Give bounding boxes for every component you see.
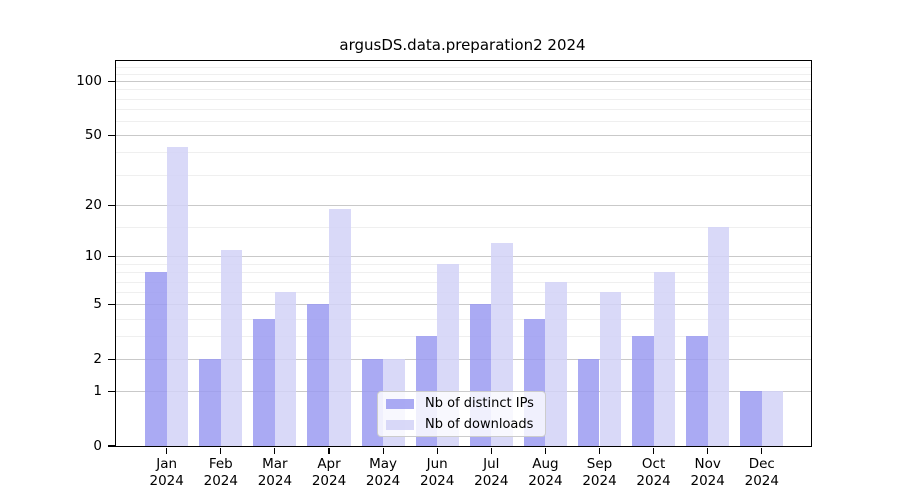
x-tick-mark <box>598 447 601 454</box>
gridline-minor <box>116 66 811 68</box>
x-tick-mark <box>166 447 168 454</box>
legend-swatch-downloads <box>386 419 414 430</box>
y-tick-mark <box>107 390 115 392</box>
x-tick-mark <box>761 447 763 454</box>
y-tick-label: 20 <box>84 197 102 214</box>
gridline-major <box>116 81 811 83</box>
y-tick-label: 100 <box>76 73 102 90</box>
gridline-minor <box>116 109 811 111</box>
x-tick-mark <box>544 447 546 454</box>
x-tick-label: Jun 2024 <box>420 456 455 489</box>
x-tick-mark <box>490 447 492 454</box>
plot-area: 100 50 20 10 5 2 1 0 Jan 2024 Feb 2024 Mar 2024 Apr… <box>76 60 812 489</box>
gridline-minor <box>116 226 811 228</box>
bar-distinct-ips <box>199 359 221 446</box>
bar-distinct-ips <box>740 391 762 446</box>
gridline-minor <box>116 98 811 100</box>
gridline-minor <box>116 89 811 91</box>
legend: Nb of distinct IPs Nb of downloads <box>377 391 546 437</box>
bar-distinct-ips <box>253 318 275 446</box>
gridline-minor <box>116 272 811 274</box>
x-tick-mark <box>220 447 222 454</box>
y-tick-label: 2 <box>93 351 102 368</box>
gridline-major <box>116 359 811 361</box>
y-tick-mark <box>107 134 115 136</box>
y-tick-label: 10 <box>84 248 102 265</box>
bar-distinct-ips <box>307 304 329 446</box>
bar-downloads <box>653 272 676 446</box>
gridline-major <box>116 205 811 207</box>
x-tick-label: Jan 2024 <box>149 456 184 489</box>
gridline-minor <box>116 121 811 123</box>
x-tick-label: Aug 2024 <box>528 456 563 489</box>
legend-swatch-distinct-ips <box>386 398 414 409</box>
bar-distinct-ips <box>632 336 654 446</box>
x-tick-label: Mar 2024 <box>257 456 293 489</box>
y-tick-label: 5 <box>93 296 102 313</box>
x-tick-label: Jul 2024 <box>474 456 509 489</box>
y-tick-label: 50 <box>84 127 102 144</box>
x-tick-mark <box>274 447 276 454</box>
gridline-minor <box>116 264 811 265</box>
gridline-minor <box>116 73 811 75</box>
gridline-major <box>116 304 811 306</box>
y-tick-mark <box>107 80 115 82</box>
y-tick-mark <box>107 204 115 206</box>
x-tick-label: May 2024 <box>365 456 401 489</box>
x-tick-label: Nov 2024 <box>690 456 725 489</box>
gridline-minor <box>116 152 811 154</box>
bar-distinct-ips <box>577 359 600 446</box>
x-tick-mark <box>436 447 438 454</box>
y-tick-mark <box>107 358 115 360</box>
legend-row-downloads: Nb of downloads <box>386 415 537 434</box>
x-tick-label: Sep 2024 <box>582 456 617 489</box>
bar-downloads <box>166 146 189 446</box>
x-tick-label: Feb 2024 <box>203 456 238 489</box>
legend-label-distinct-ips: Nb of distinct IPs <box>425 396 534 411</box>
bar-downloads <box>761 391 784 446</box>
x-tick-label: Oct 2024 <box>636 456 671 489</box>
y-tick-mark <box>107 303 115 305</box>
bar-distinct-ips <box>145 272 167 446</box>
y-tick-mark <box>107 445 115 447</box>
gridline-minor <box>116 174 811 176</box>
legend-label-downloads: Nb of downloads <box>425 417 534 432</box>
x-tick-label: Apr 2024 <box>311 456 347 489</box>
bar-distinct-ips <box>686 336 708 446</box>
gridline-minor <box>116 292 811 294</box>
gridline-major <box>116 135 811 137</box>
bar-downloads <box>707 226 730 446</box>
y-tick-label: 0 <box>93 438 102 454</box>
gridline-major <box>116 256 811 258</box>
x-tick-mark <box>382 447 384 454</box>
bar-downloads <box>545 281 567 446</box>
x-tick-mark <box>328 447 330 454</box>
y-tick-mark <box>107 255 115 258</box>
gridline-minor <box>116 281 811 283</box>
x-tick-mark <box>707 447 709 454</box>
chart-title: argusDS.data.preparation2 2024 <box>339 36 586 54</box>
gridline-minor <box>116 336 811 338</box>
bar-downloads <box>220 249 243 446</box>
bar-downloads <box>329 209 351 446</box>
bar-downloads <box>599 292 622 446</box>
legend-row-distinct-ips: Nb of distinct IPs <box>386 394 537 413</box>
y-tick-label: 1 <box>93 383 102 400</box>
bar-downloads <box>274 292 297 446</box>
gridline-minor <box>116 318 811 320</box>
x-tick-label: Dec 2024 <box>744 456 779 489</box>
x-tick-mark <box>653 447 655 454</box>
